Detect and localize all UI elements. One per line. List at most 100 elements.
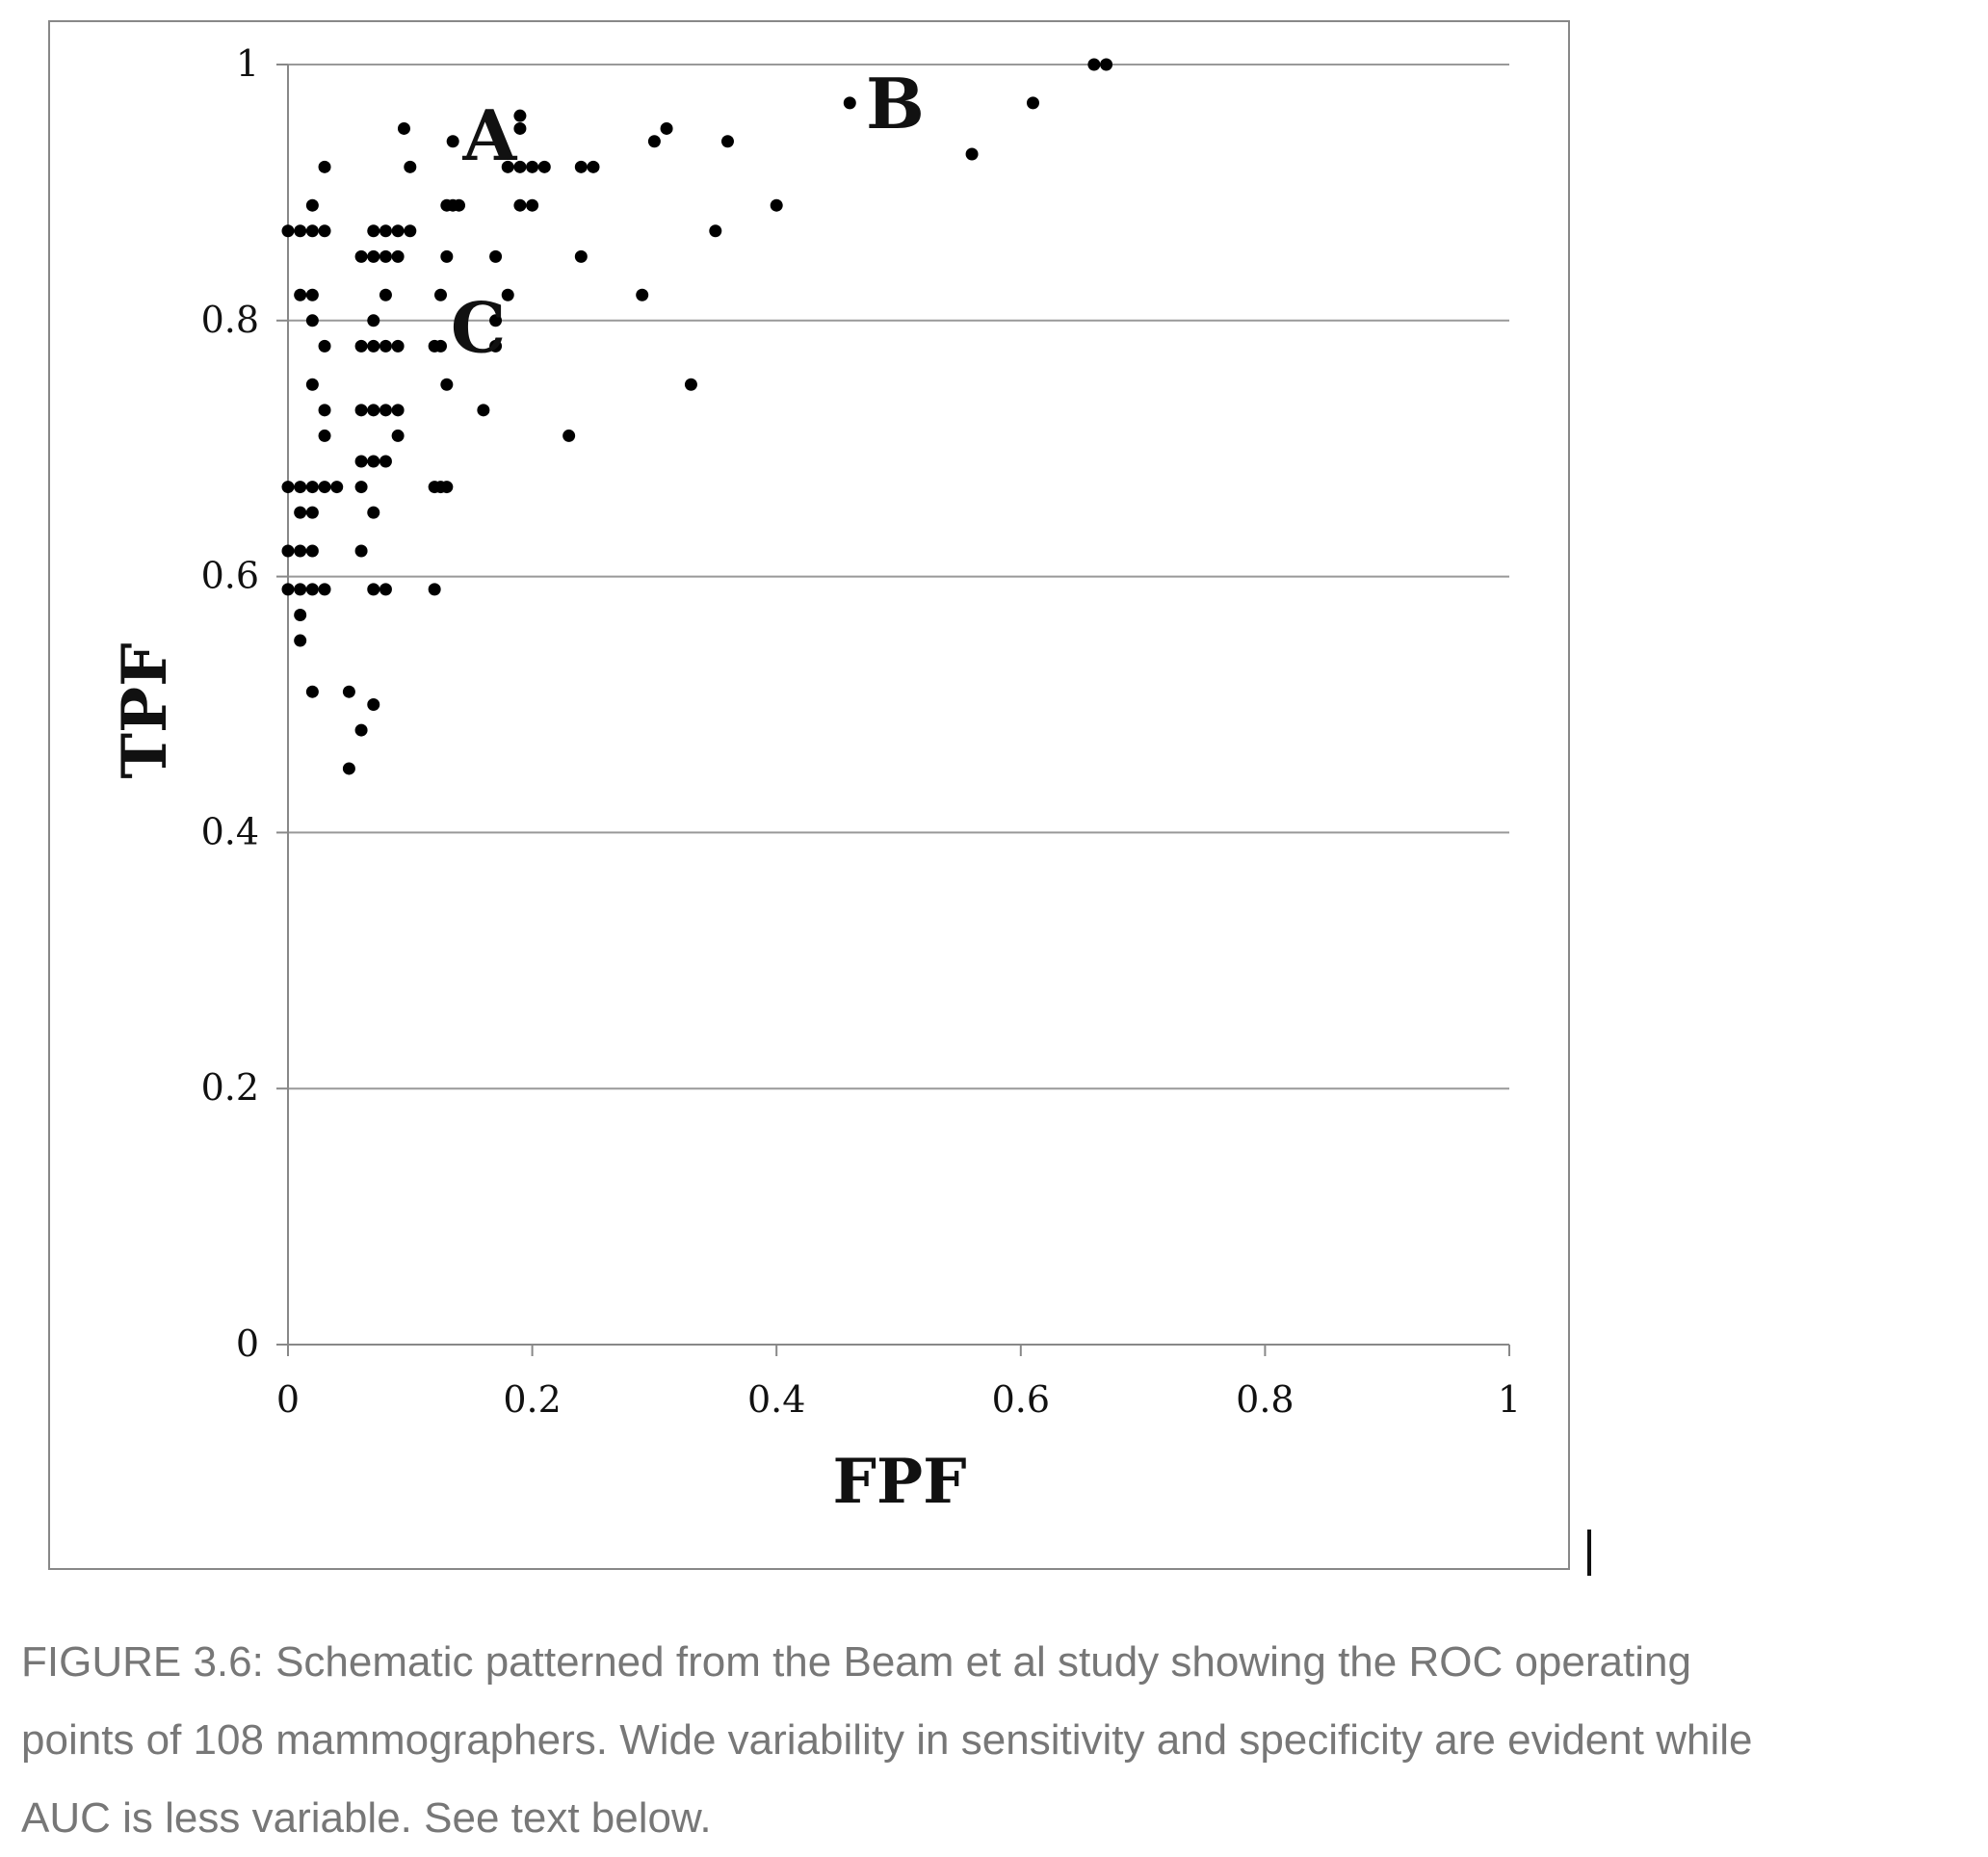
data-point bbox=[342, 685, 355, 698]
data-point bbox=[305, 583, 319, 596]
data-point bbox=[305, 685, 319, 698]
data-point bbox=[367, 698, 380, 711]
data-point bbox=[294, 634, 307, 647]
data-point bbox=[513, 109, 527, 122]
data-point bbox=[342, 762, 355, 775]
data-point bbox=[354, 544, 368, 558]
data-point bbox=[489, 339, 503, 353]
data-point bbox=[379, 224, 392, 238]
data-point bbox=[379, 339, 392, 353]
annotation-label-b: B bbox=[866, 63, 925, 144]
data-point bbox=[391, 339, 405, 353]
data-point bbox=[367, 224, 380, 238]
data-point bbox=[354, 481, 368, 494]
data-point bbox=[489, 314, 503, 327]
data-point bbox=[367, 314, 380, 327]
data-point bbox=[294, 506, 307, 519]
data-point bbox=[501, 160, 514, 173]
data-point bbox=[501, 288, 514, 301]
data-point bbox=[843, 96, 856, 110]
data-point bbox=[562, 429, 576, 442]
caption-line-2: points of 108 mammographers. Wide variab… bbox=[21, 1716, 1753, 1764]
data-point bbox=[513, 121, 527, 135]
data-point bbox=[379, 455, 392, 468]
data-points bbox=[281, 58, 1113, 775]
data-point bbox=[489, 249, 503, 263]
data-point bbox=[305, 314, 319, 327]
data-point bbox=[354, 723, 368, 737]
data-point bbox=[513, 160, 527, 173]
x-tick-label-4: 0.8 bbox=[1236, 1378, 1294, 1421]
data-point bbox=[770, 198, 783, 212]
x-tick-label-0: 0 bbox=[276, 1378, 300, 1421]
data-point bbox=[587, 160, 600, 173]
figure-frame bbox=[48, 20, 1570, 1570]
data-point bbox=[294, 544, 307, 558]
data-point bbox=[379, 249, 392, 263]
data-point bbox=[294, 288, 307, 301]
y-axis-title: TPF bbox=[109, 642, 181, 778]
data-point bbox=[636, 288, 649, 301]
data-point bbox=[428, 583, 441, 596]
data-point bbox=[513, 198, 527, 212]
data-point bbox=[318, 160, 331, 173]
data-point bbox=[305, 481, 319, 494]
data-point bbox=[404, 224, 417, 238]
data-point bbox=[294, 224, 307, 238]
data-point bbox=[281, 583, 295, 596]
caption-line-1: FIGURE 3.6: Schematic patterned from the… bbox=[21, 1638, 1691, 1686]
data-point bbox=[318, 339, 331, 353]
data-point bbox=[281, 224, 295, 238]
data-point bbox=[391, 224, 405, 238]
data-point bbox=[397, 121, 410, 135]
grid-lines bbox=[288, 64, 1509, 1090]
x-tick-label-3: 0.6 bbox=[992, 1378, 1050, 1421]
data-point bbox=[404, 160, 417, 173]
data-point bbox=[330, 481, 344, 494]
data-point bbox=[305, 506, 319, 519]
y-tick-label-3: 0.6 bbox=[201, 555, 259, 597]
data-point bbox=[318, 224, 331, 238]
data-point bbox=[647, 135, 661, 148]
x-tick-label-2: 0.4 bbox=[747, 1378, 805, 1421]
data-point bbox=[367, 455, 380, 468]
y-tick-label-2: 0.4 bbox=[201, 810, 259, 852]
data-point bbox=[354, 455, 368, 468]
data-point bbox=[709, 224, 722, 238]
data-point bbox=[391, 429, 405, 442]
data-point bbox=[1100, 58, 1113, 71]
data-point bbox=[367, 404, 380, 417]
data-point bbox=[526, 198, 539, 212]
data-point bbox=[367, 249, 380, 263]
data-point bbox=[305, 378, 319, 391]
caption-line-3: AUC is less variable. See text below. bbox=[21, 1794, 712, 1842]
data-point bbox=[440, 378, 454, 391]
data-point bbox=[354, 249, 368, 263]
data-point bbox=[281, 481, 295, 494]
data-point bbox=[305, 544, 319, 558]
data-point bbox=[440, 249, 454, 263]
y-tick-label-0: 0 bbox=[236, 1322, 259, 1365]
data-point bbox=[391, 249, 405, 263]
data-point bbox=[660, 121, 673, 135]
data-point bbox=[379, 404, 392, 417]
data-point bbox=[354, 404, 368, 417]
data-point bbox=[379, 288, 392, 301]
y-tick-label-4: 0.8 bbox=[201, 299, 259, 341]
y-tick-label-5: 1 bbox=[236, 42, 259, 85]
data-point bbox=[367, 583, 380, 596]
data-point bbox=[391, 404, 405, 417]
data-point bbox=[367, 339, 380, 353]
annotations: A B C bbox=[451, 63, 925, 369]
annotation-label-c: C bbox=[451, 286, 506, 368]
data-point bbox=[281, 544, 295, 558]
data-point bbox=[574, 160, 588, 173]
data-point bbox=[305, 288, 319, 301]
axes bbox=[276, 64, 1510, 1356]
data-point bbox=[367, 506, 380, 519]
data-point bbox=[318, 404, 331, 417]
data-point bbox=[434, 288, 447, 301]
data-point bbox=[965, 147, 979, 161]
data-point bbox=[434, 339, 447, 353]
x-axis-title: FPF bbox=[833, 1446, 967, 1518]
